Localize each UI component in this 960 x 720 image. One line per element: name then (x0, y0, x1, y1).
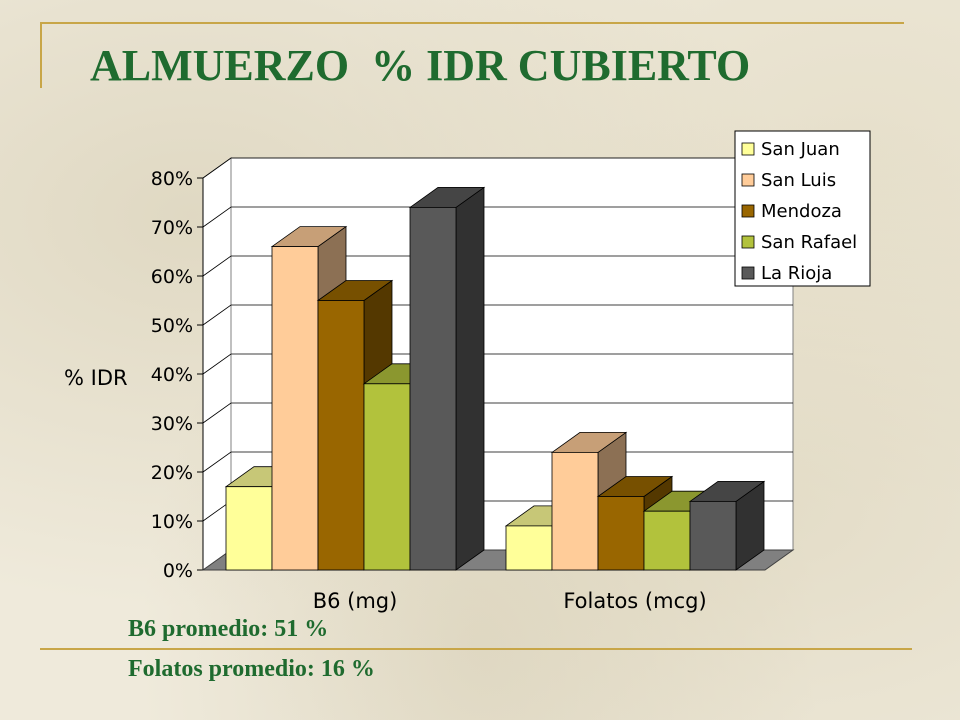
y-tick-label: 40% (151, 364, 193, 386)
y-tick-label: 10% (151, 511, 193, 533)
x-category-label: B6 (mg) (313, 589, 398, 613)
bar (643, 510, 691, 571)
folatos-average-note: Folatos promedio: 16 % (128, 656, 375, 682)
legend-label: San Juan (761, 139, 840, 160)
gridline (202, 353, 793, 375)
y-tick-label: 20% (151, 462, 193, 484)
legend-swatch (741, 266, 755, 280)
bar (689, 500, 737, 571)
gridline (202, 157, 793, 179)
y-tick-label: 30% (151, 413, 193, 435)
top-rule-horizontal (40, 22, 904, 24)
bar (363, 383, 411, 571)
y-tick-label: 70% (151, 217, 193, 239)
gridline (202, 304, 793, 326)
y-axis-title: % IDR (64, 366, 128, 390)
bar (597, 496, 645, 571)
gridline (202, 206, 793, 228)
legend-swatch (741, 204, 755, 218)
bottom-rule (40, 648, 912, 650)
gridline (202, 255, 793, 277)
bar (271, 246, 319, 571)
bar (409, 206, 457, 571)
gridline (202, 402, 793, 424)
bar (225, 486, 273, 571)
b6-average-note: B6 promedio: 51 % (128, 616, 329, 642)
x-category-label: Folatos (mcg) (563, 589, 706, 613)
legend-swatch (741, 235, 755, 249)
top-rule-vertical (40, 22, 42, 88)
legend-label: San Rafael (761, 232, 857, 253)
legend-swatch (741, 142, 755, 156)
legend-box (734, 130, 871, 287)
y-tick-label: 60% (151, 266, 193, 288)
bar-side (455, 186, 485, 571)
bar (505, 525, 553, 571)
y-tick-label: 50% (151, 315, 193, 337)
legend-label: Mendoza (761, 201, 842, 222)
y-tick-label: 0% (163, 560, 193, 582)
bar (317, 300, 365, 571)
y-tick-label: 80% (151, 168, 193, 190)
slide-title: ALMUERZO % IDR CUBIERTO (90, 41, 751, 90)
legend-swatch (741, 173, 755, 187)
legend-label: La Rioja (761, 263, 832, 284)
bar (551, 451, 599, 571)
legend-label: San Luis (761, 170, 836, 191)
